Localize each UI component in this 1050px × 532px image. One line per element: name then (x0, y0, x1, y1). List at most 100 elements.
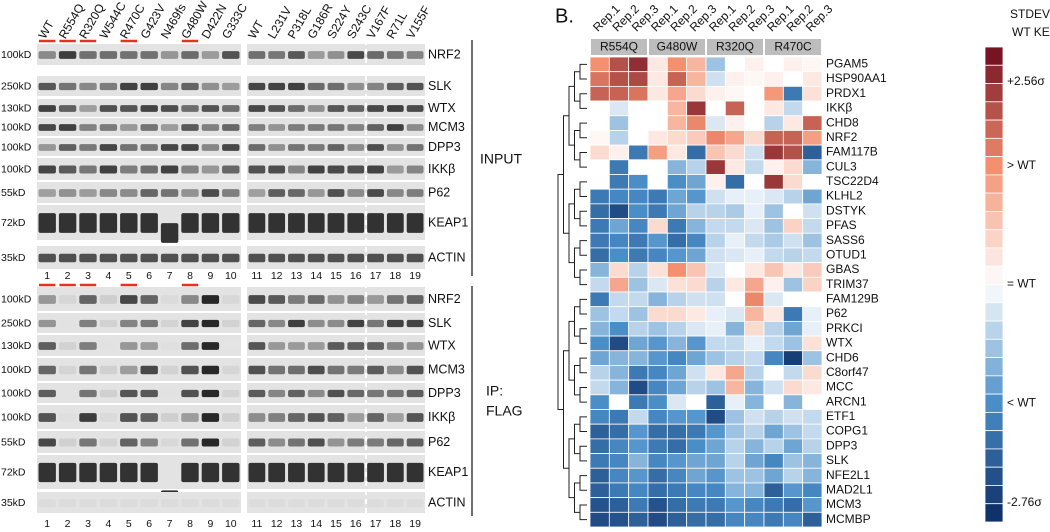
blot-band (120, 105, 138, 112)
heatmap-cell (628, 365, 649, 381)
blot-band (99, 51, 118, 59)
colorbar-step (984, 448, 1004, 468)
blot-band (288, 295, 305, 304)
protein-label: ACTIN (428, 495, 466, 509)
heatmap-cell (763, 115, 784, 131)
heatmap-cell (628, 350, 649, 366)
blot-band (248, 438, 266, 447)
blot-band (79, 213, 97, 233)
heatmap-cell (802, 218, 823, 234)
heatmap-cell (686, 394, 707, 410)
lane-number: 3 (85, 518, 91, 530)
row-label: FAM117B (826, 145, 878, 159)
heatmap-cell (608, 56, 630, 73)
blot-band (222, 253, 240, 263)
heatmap-cell (647, 247, 668, 264)
blot-band (140, 253, 158, 263)
heatmap-cell (724, 174, 746, 190)
blot-band (38, 365, 56, 375)
heatmap-cell (802, 453, 823, 469)
blot-band (386, 105, 404, 112)
dendrogram-branch (579, 328, 587, 344)
heatmap-cell (705, 365, 726, 381)
heatmap-cell (666, 85, 688, 102)
heatmap-cell (802, 467, 823, 484)
lane-label: V155F (403, 3, 433, 41)
colorbar-step (984, 101, 1004, 121)
lane-number: 4 (105, 518, 111, 530)
mw-label: 250kD (1, 80, 32, 92)
blot-band (140, 165, 158, 174)
blot-band (201, 389, 220, 398)
heatmap-cell (647, 379, 668, 396)
row-label: MCC (826, 380, 854, 394)
heatmap-cell (628, 130, 649, 146)
blot-band (327, 213, 345, 233)
heatmap-cell (686, 438, 707, 454)
heatmap-cell (724, 335, 746, 352)
blot-strip (37, 246, 241, 269)
blot-band (268, 165, 286, 174)
mw-label: 250kD (1, 317, 32, 329)
blot-band (99, 144, 118, 151)
blot-band (160, 438, 179, 447)
mw-label: 100kD (1, 141, 32, 153)
blot-band (248, 165, 266, 174)
heatmap-cell (647, 56, 668, 73)
blot-band (99, 389, 118, 398)
heatmap-cell (589, 467, 610, 484)
blot-band (58, 365, 77, 375)
row-label: NRF2 (826, 130, 858, 144)
heatmap-cell (686, 291, 707, 308)
heatmap-cell (686, 335, 707, 352)
heatmap-cell (686, 85, 707, 102)
blot-band (268, 82, 286, 91)
row-label: C8orf47 (826, 365, 869, 379)
heatmap-cell (647, 276, 668, 293)
heatmap-cell (724, 423, 746, 440)
dendrogram-branch (579, 386, 587, 403)
blot-band (307, 462, 325, 483)
blot-band (406, 189, 424, 197)
blot-band (160, 189, 179, 197)
heatmap-cell (628, 232, 649, 249)
heatmap-cell (686, 174, 707, 190)
heatmap-cell (589, 115, 610, 131)
blot-band (288, 189, 305, 197)
heatmap-cell (763, 218, 784, 234)
blot-band (99, 124, 118, 131)
blot-band (181, 389, 199, 398)
heatmap-cell (744, 144, 765, 161)
heatmap-cell (744, 409, 765, 425)
blot-band (268, 389, 286, 398)
heatmap-cell (802, 438, 823, 454)
heatmap-cell (666, 262, 688, 278)
blot-band (248, 499, 266, 507)
heatmap-cell (628, 335, 649, 352)
blot-band (268, 342, 286, 350)
heatmap-cell (724, 262, 746, 278)
heatmap-cell (744, 130, 765, 146)
blot-band (327, 165, 345, 174)
heatmap-cell (608, 291, 630, 308)
lane-number: 19 (409, 270, 421, 282)
heatmap-cell (666, 320, 688, 337)
blot-band (99, 462, 118, 483)
heatmap-cell (589, 438, 610, 454)
heatmap-cell (666, 482, 688, 499)
heatmap-cell (589, 144, 610, 161)
heatmap-cell (705, 203, 726, 219)
heatmap-cell (724, 71, 746, 87)
heatmap-cell (628, 438, 649, 454)
blot-band (99, 82, 118, 91)
blot-strip (37, 313, 241, 333)
blot-band (222, 124, 240, 131)
heatmap-cell (724, 306, 746, 322)
colorbar-step (984, 265, 1004, 285)
heatmap-cell (686, 144, 707, 161)
heatmap-cell (647, 115, 668, 131)
heatmap-cell (666, 379, 688, 396)
heatmap-cell (628, 291, 649, 308)
lane-number: 7 (167, 518, 173, 530)
heatmap-cell (628, 423, 649, 440)
